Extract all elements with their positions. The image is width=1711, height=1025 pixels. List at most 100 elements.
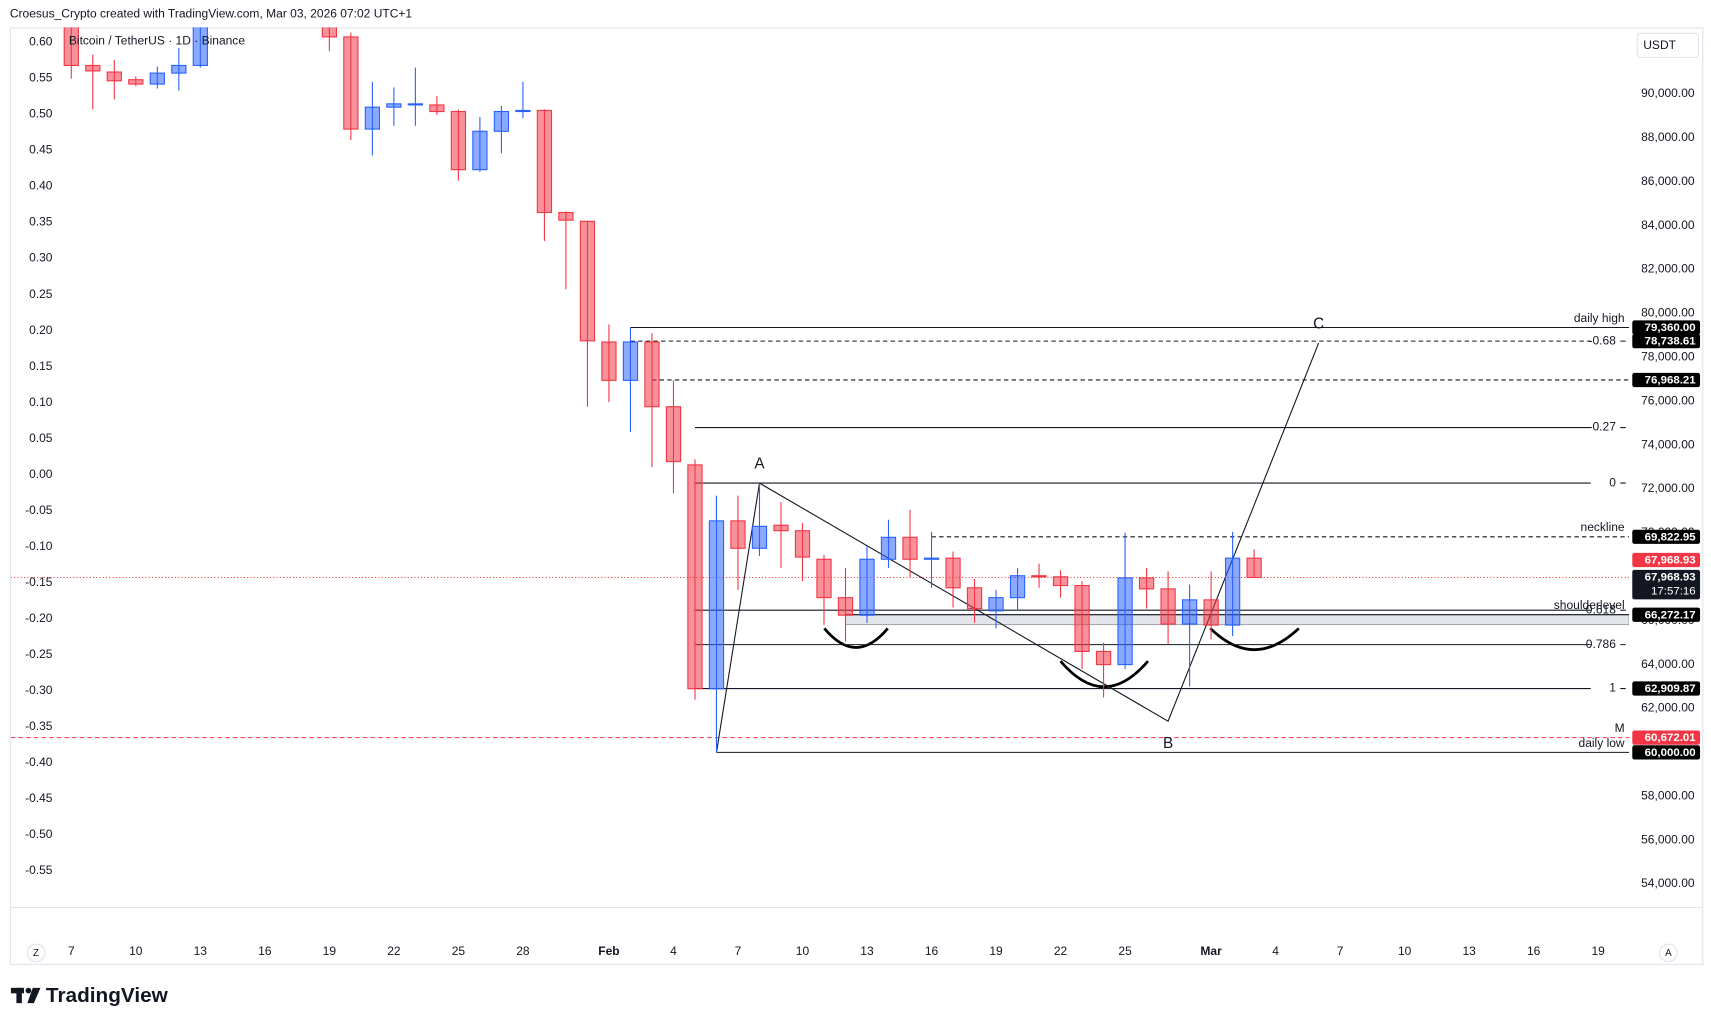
- candle-body: [880, 536, 897, 560]
- price-badge-label: 79,360.00: [1645, 322, 1696, 334]
- fib-label: 0: [1609, 475, 1616, 489]
- abc-pattern: [715, 342, 1320, 753]
- candle-body: [945, 557, 961, 589]
- right-shoulder-arc: [1209, 627, 1300, 651]
- left-shoulder-arc: [823, 627, 889, 649]
- candle-body: [837, 597, 854, 616]
- candle-body: [407, 103, 424, 106]
- y-tick-label: 64,000.00: [1641, 657, 1695, 671]
- candle-body: [429, 104, 445, 113]
- candle-body: [343, 36, 359, 130]
- candle-body: [450, 110, 467, 171]
- candle-body: [515, 109, 531, 113]
- y2-tick-label: 0.30: [29, 251, 53, 265]
- candle-body: [751, 525, 768, 549]
- y-tick-label: 80,000.00: [1641, 306, 1695, 320]
- x-tick-label: 7: [68, 944, 75, 958]
- x-tick-label: 4: [670, 944, 677, 958]
- y-tick-label: 86,000.00: [1641, 174, 1695, 188]
- candle-body: [966, 587, 983, 610]
- candle-body: [923, 557, 940, 560]
- tradingview-logo-mark: [10, 987, 41, 1004]
- currency-box[interactable]: [1636, 32, 1699, 58]
- y-tick-label: 62,000.00: [1641, 701, 1695, 715]
- x-tick-label: 13: [194, 944, 208, 958]
- candle-body: [1095, 650, 1112, 666]
- y2-tick-label: -0.35: [25, 719, 53, 733]
- level-label: daily high: [1574, 311, 1625, 325]
- y2-tick-label: 0.50: [29, 107, 53, 121]
- currency[interactable]: USDT: [1643, 38, 1676, 52]
- candle-body: [988, 597, 1004, 612]
- price-badge: [1632, 607, 1701, 622]
- x-tick-label: 10: [129, 944, 143, 958]
- plot-area: daily high -0.68 -0.27 0 neckline shoulderlev…: [10, 27, 1630, 753]
- x-tick-label: 25: [452, 944, 466, 958]
- y2-tick-label: -0.25: [25, 647, 53, 661]
- y2-tick-label: -0.15: [25, 575, 53, 589]
- candle-body: [1246, 557, 1262, 579]
- price-badge-label: 78,738.61: [1645, 336, 1697, 348]
- candle-body: [816, 558, 832, 599]
- last-price-badge: [1632, 552, 1701, 568]
- y2-tick-label: -0.30: [25, 683, 53, 697]
- y2-tick-label: 0.25: [29, 287, 53, 301]
- candle-body: [665, 406, 682, 463]
- x-tick-label: 19: [1592, 944, 1606, 958]
- pattern-label: C: [1313, 316, 1324, 333]
- axis-button[interactable]: [1659, 943, 1678, 963]
- axis-button-label[interactable]: Z: [33, 948, 39, 959]
- candle-body: [1203, 599, 1219, 626]
- price-badge: [1632, 334, 1701, 349]
- fib-label: 1: [1609, 681, 1616, 695]
- candle-body: [1009, 575, 1026, 599]
- y-tick-label: 72,000.00: [1641, 481, 1695, 495]
- head-arc: [1059, 660, 1149, 688]
- x-tick-label: 25: [1118, 944, 1132, 958]
- price-badge-label: 69,822.95: [1645, 531, 1697, 543]
- price-badge-label: 60,672.01: [1645, 732, 1697, 744]
- candle-body: [644, 341, 660, 408]
- pattern-label: B: [1163, 735, 1173, 752]
- candle-body: [773, 524, 789, 532]
- y2-tick-label: 0.60: [29, 35, 53, 49]
- price-badge: [1632, 372, 1701, 388]
- candle-body: [622, 341, 639, 381]
- panel-frame: [9, 27, 1704, 965]
- x-tick-label: 10: [1398, 944, 1412, 958]
- y-tick-label: 76,000.00: [1641, 393, 1695, 407]
- candle-body: [171, 64, 187, 74]
- level-label: neckline: [1581, 520, 1625, 534]
- candle-body: [1074, 585, 1090, 652]
- y2-tick-label: -0.55: [25, 863, 53, 877]
- candle-body: [579, 220, 596, 342]
- candle-body: [1181, 599, 1198, 625]
- price-badge: [1632, 320, 1701, 335]
- candle-body: [1138, 577, 1155, 590]
- level-label: daily low: [1579, 736, 1625, 750]
- candle-body: [708, 520, 725, 690]
- y-tick-label: 54,000.00: [1641, 876, 1695, 890]
- y-tick-label: 58,000.00: [1641, 788, 1695, 802]
- symbol-title: Bitcoin / TetherUS · 1D · Binance: [69, 34, 245, 48]
- y2-tick-label: -0.05: [25, 503, 53, 517]
- candle-body: [536, 109, 553, 214]
- y-tick-label: 56,000.00: [1641, 832, 1695, 846]
- candle-body: [859, 558, 875, 616]
- fib-label: 0.786: [1586, 637, 1616, 651]
- fib-label: -0.27: [1588, 420, 1616, 434]
- x-tick-label: Mar: [1200, 944, 1222, 958]
- price-badge: [1632, 730, 1701, 745]
- x-tick-label: 16: [1527, 944, 1541, 958]
- x-tick-label: 28: [516, 944, 530, 958]
- pattern-label: A: [754, 456, 765, 473]
- y2-tick-label: 0.15: [29, 359, 53, 373]
- axis-button-label[interactable]: A: [1665, 948, 1672, 959]
- candle-body: [106, 71, 122, 82]
- axis-button[interactable]: [26, 943, 46, 963]
- y2-tick-label: 0.00: [29, 467, 53, 481]
- y-tick-label: 84,000.00: [1641, 218, 1695, 232]
- y-tick-label: 90,000.00: [1641, 86, 1695, 100]
- y-tick-label: 78,000.00: [1641, 350, 1695, 364]
- candle-body: [321, 27, 338, 38]
